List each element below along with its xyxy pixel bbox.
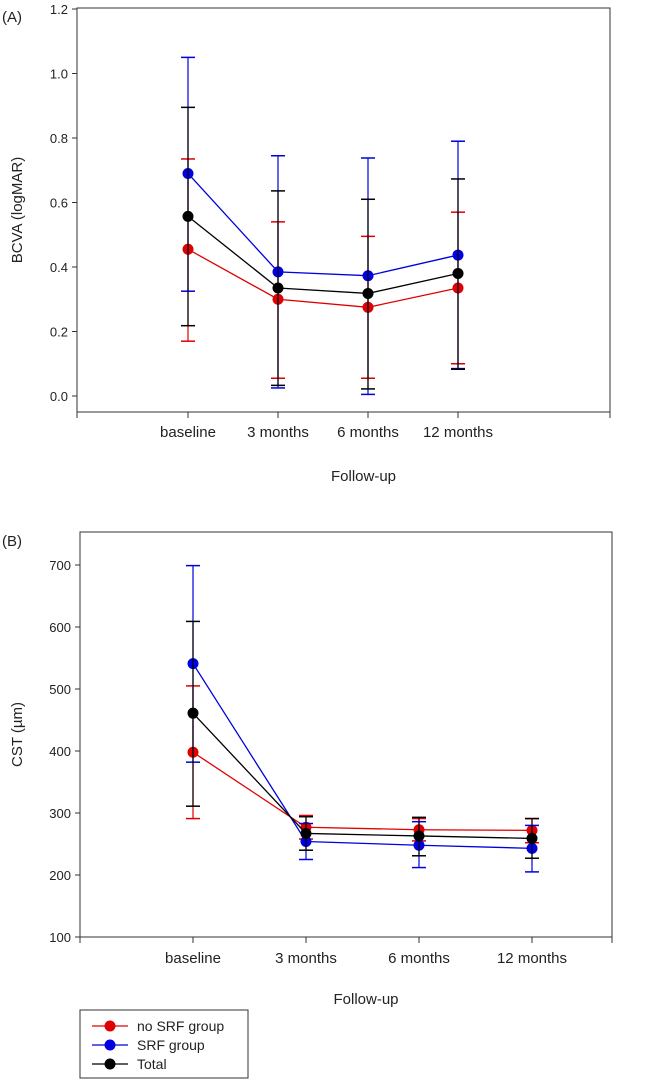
legend-label: Total — [137, 1056, 167, 1072]
panel-b: (B) 100 200 300 400 500 600 700 CST (µm) baseline… — [2, 531, 613, 1079]
x-tick-label: 6 months — [388, 950, 450, 967]
series-total — [186, 620, 539, 860]
x-tick-label: 6 months — [337, 424, 399, 441]
y-axis-label: CST (µm) — [9, 702, 26, 767]
y-tick-label: 1.0 — [50, 67, 68, 82]
x-tick-label: 3 months — [275, 950, 337, 967]
x-tick-label: 12 months — [423, 424, 493, 441]
y-axis-label: BCVA (logMAR) — [9, 157, 26, 263]
series-no-srf-group — [186, 685, 539, 844]
series-srf-group — [186, 564, 539, 873]
data-point — [452, 267, 464, 279]
y-tick-label: 0.0 — [50, 389, 68, 404]
x-tick-label: baseline — [165, 950, 221, 967]
plot-frame — [76, 7, 611, 413]
series-line — [187, 248, 459, 308]
data-point — [300, 827, 312, 839]
data-point — [182, 210, 194, 222]
y-tick-label: 700 — [49, 558, 71, 573]
legend-label: no SRF group — [137, 1018, 224, 1034]
legend-marker — [104, 1039, 116, 1051]
x-tick-label: 3 months — [247, 424, 309, 441]
y-tick-label: 100 — [49, 930, 71, 945]
y-tick-label: 600 — [49, 620, 71, 635]
data-point — [187, 707, 199, 719]
legend-marker — [104, 1058, 116, 1070]
series-line — [192, 712, 533, 840]
series-srf-group — [181, 56, 465, 396]
x-axis-label: Follow-up — [333, 991, 398, 1008]
y-tick-label: 400 — [49, 744, 71, 759]
x-tick-label: baseline — [160, 424, 216, 441]
data-point — [413, 830, 425, 842]
x-axis-label: Follow-up — [331, 468, 396, 485]
series-no-srf-group — [181, 158, 465, 380]
panel-a: (A) 0.0 0.2 0.4 0.6 0.8 1.0 1.2 BCVA (logMAR) bas… — [2, 2, 611, 485]
series-line — [187, 173, 459, 277]
panel-label: (B) — [2, 533, 22, 550]
series-line — [192, 663, 533, 849]
y-tick-label: 200 — [49, 868, 71, 883]
y-tick-label: 300 — [49, 806, 71, 821]
y-tick-label: 0.4 — [50, 260, 68, 275]
y-tick-label: 1.2 — [50, 2, 68, 17]
legend-label: SRF group — [137, 1037, 205, 1053]
y-tick-label: 0.2 — [50, 325, 68, 340]
legend-marker — [104, 1020, 116, 1032]
series-line — [192, 751, 533, 832]
y-tick-label: 0.8 — [50, 131, 68, 146]
data-point — [526, 832, 538, 844]
panel-label: (A) — [2, 9, 22, 26]
series-line — [187, 215, 459, 295]
data-point — [362, 287, 374, 299]
series-total — [181, 106, 465, 390]
plot-frame — [79, 531, 613, 938]
x-tick-label: 12 months — [497, 950, 567, 967]
legend: no SRF group SRF group Total — [79, 1009, 249, 1079]
y-tick-label: 500 — [49, 682, 71, 697]
y-tick-label: 0.6 — [50, 196, 68, 211]
data-point — [272, 282, 284, 294]
